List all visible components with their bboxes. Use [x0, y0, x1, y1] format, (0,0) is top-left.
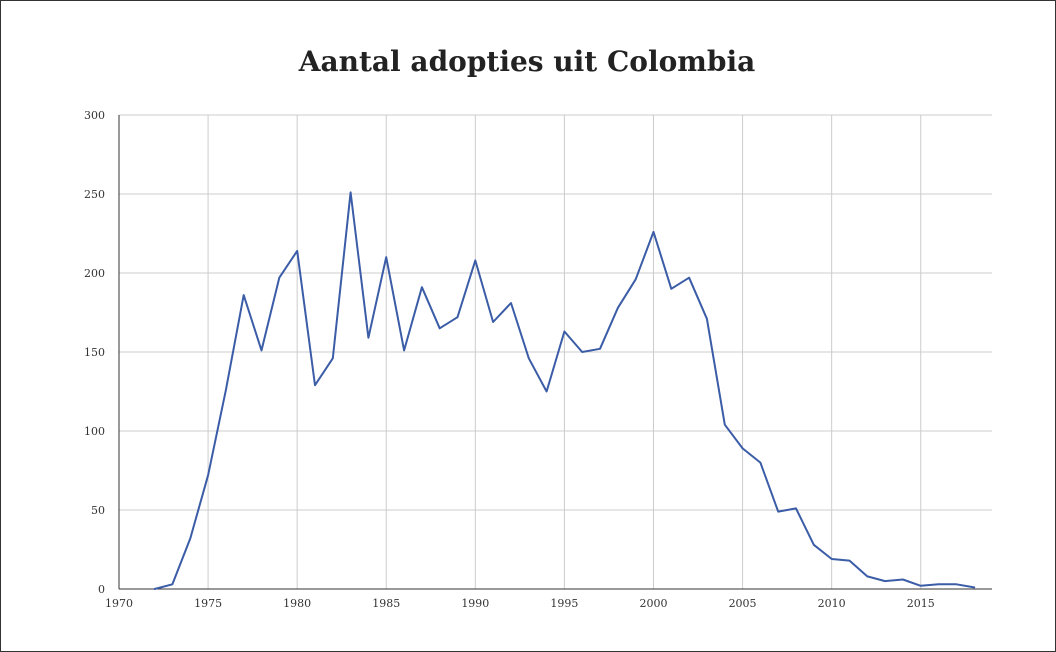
- x-tick-labels: 1970 1975 1980 1985 1990 1995 2000 2005 2010 2015: [105, 597, 935, 610]
- x-tick-label: 1970: [105, 597, 133, 610]
- series-line: [153, 191, 976, 590]
- x-tick-label: 2010: [818, 597, 846, 610]
- x-tick-label: 2000: [639, 597, 667, 610]
- chart-title: Aantal adopties uit Colombia: [298, 45, 756, 78]
- y-tick-label: 250: [84, 188, 105, 201]
- x-tick-label: 2015: [907, 597, 935, 610]
- y-tick-label: 200: [84, 267, 105, 280]
- x-tick-label: 1995: [550, 597, 578, 610]
- y-tick-label: 300: [84, 109, 105, 122]
- x-tick-label: 1985: [372, 597, 400, 610]
- y-tick-label: 0: [98, 583, 105, 596]
- y-tick-label: 50: [91, 504, 105, 517]
- series-layer: [153, 191, 976, 590]
- x-tick-label: 2005: [729, 597, 757, 610]
- x-tick-label: 1980: [283, 597, 311, 610]
- x-tick-label: 1975: [194, 597, 222, 610]
- y-tick-label: 150: [84, 346, 105, 359]
- axes: [118, 115, 992, 590]
- x-tick-label: 1990: [461, 597, 489, 610]
- grid-lines: [119, 114, 992, 589]
- y-tick-labels: 0 50 100 150 200 250 300: [84, 109, 105, 596]
- y-tick-label: 100: [84, 425, 105, 438]
